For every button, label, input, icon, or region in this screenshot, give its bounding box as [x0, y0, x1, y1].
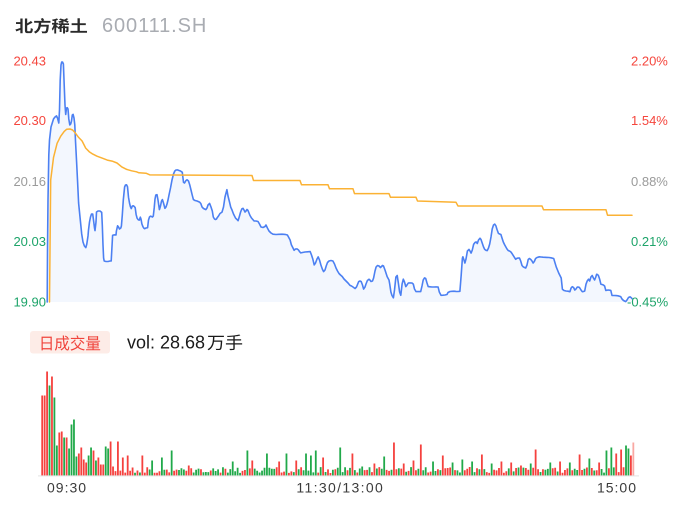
- svg-text:11:30/13:00: 11:30/13:00: [296, 480, 384, 496]
- svg-text:vol: 28.68: vol: 28.68: [127, 332, 205, 352]
- svg-text:20.43: 20.43: [13, 54, 46, 69]
- svg-text:0.88%: 0.88%: [631, 174, 668, 189]
- svg-text:19.90: 19.90: [13, 295, 46, 310]
- svg-text:20.03: 20.03: [13, 234, 46, 249]
- svg-text:09:30: 09:30: [47, 480, 87, 496]
- svg-text:-0.45%: -0.45%: [627, 295, 669, 310]
- svg-text:2.20%: 2.20%: [631, 54, 668, 69]
- svg-text:20.16: 20.16: [13, 174, 46, 189]
- svg-text:0.21%: 0.21%: [631, 234, 668, 249]
- svg-text:600111.SH: 600111.SH: [102, 15, 207, 37]
- svg-text:15:00: 15:00: [597, 480, 637, 496]
- svg-text:20.30: 20.30: [13, 113, 46, 128]
- svg-text:1.54%: 1.54%: [631, 113, 668, 128]
